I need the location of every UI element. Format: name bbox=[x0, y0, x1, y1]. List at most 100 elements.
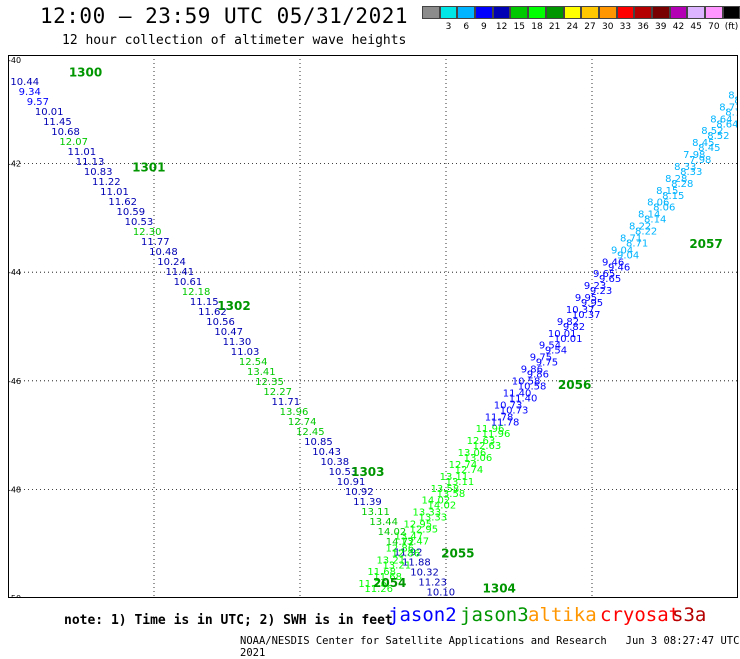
wave-height-label: 13.33 bbox=[413, 508, 442, 519]
wave-height-label: 9.23 bbox=[590, 286, 612, 297]
wave-height-label: 8.15 bbox=[662, 191, 684, 202]
wave-height-label: 11.40 bbox=[509, 393, 538, 404]
wave-height-label: 13.96 bbox=[280, 407, 309, 418]
pass-number-label: 1303 bbox=[351, 465, 384, 479]
scale-label: 24 bbox=[566, 22, 579, 32]
wave-height-label: 8.71 bbox=[719, 102, 738, 113]
wave-height-label: 11.03 bbox=[231, 347, 260, 358]
wave-height-label: 11.68 bbox=[373, 572, 402, 583]
wave-height-label: 8.28 bbox=[665, 174, 687, 185]
scale-swatch bbox=[563, 6, 582, 19]
wave-height-label: 13.21 bbox=[376, 555, 405, 566]
wave-height-label: 10.56 bbox=[206, 317, 235, 328]
wave-height-label: 9.34 bbox=[19, 87, 41, 98]
wave-height-label: 11.39 bbox=[353, 497, 382, 508]
wave-height-label: 13.11 bbox=[440, 472, 469, 483]
scale-swatch bbox=[651, 6, 670, 19]
scale-label: 12 bbox=[495, 22, 508, 32]
scale-swatch bbox=[492, 6, 511, 19]
wave-height-label: 8.45 bbox=[692, 138, 714, 149]
wave-height-label: 13.47 bbox=[400, 536, 429, 547]
wave-height-label: 8.06 bbox=[653, 203, 675, 214]
wave-height-label: 10.58 bbox=[518, 382, 547, 393]
wave-height-label: 13.58 bbox=[431, 484, 460, 495]
wave-height-label: 13.11 bbox=[361, 507, 390, 518]
wave-height-label: 10.73 bbox=[500, 405, 529, 416]
scale-swatch bbox=[722, 6, 740, 19]
wave-height-label: 8.06 bbox=[647, 198, 669, 209]
wave-height-label: 8.64 bbox=[710, 114, 732, 125]
wave-height-label: 9.95 bbox=[581, 298, 603, 309]
wave-height-label: 12.95 bbox=[404, 520, 433, 531]
page-subtitle: 12 hour collection of altimeter wave hei… bbox=[62, 33, 407, 48]
scale-swatch bbox=[422, 6, 440, 19]
wave-height-label: 9.86 bbox=[521, 365, 543, 376]
wave-height-label: 12.95 bbox=[410, 525, 439, 536]
wave-height-label: 13.41 bbox=[247, 367, 276, 378]
wave-height-label: 12.63 bbox=[467, 436, 496, 447]
wave-height-label: 9.82 bbox=[563, 322, 585, 333]
wave-height-label: 11.23 bbox=[418, 577, 447, 588]
wave-height-label: 8.33 bbox=[674, 162, 696, 173]
wave-height-label: 11.96 bbox=[482, 429, 511, 440]
wave-height-label: 10.53 bbox=[329, 467, 358, 478]
scale-label: (ft) bbox=[724, 22, 739, 32]
wave-height-label: 12.30 bbox=[133, 227, 162, 238]
wave-height-label: 7.98 bbox=[689, 155, 711, 166]
pass-number-label: 2057 bbox=[689, 237, 722, 251]
scale-label: 3 bbox=[445, 22, 452, 32]
wave-height-label: 10.85 bbox=[304, 437, 333, 448]
wave-height-label: 12.35 bbox=[255, 377, 284, 388]
wave-height-label: 8.80 bbox=[734, 95, 738, 106]
wave-height-label: 11.26 bbox=[364, 584, 393, 595]
wave-height-label: 11.62 bbox=[198, 307, 227, 318]
pass-number-label: 1302 bbox=[217, 299, 250, 313]
wave-height-label: 12.74 bbox=[288, 417, 317, 428]
scale-swatch bbox=[634, 6, 652, 19]
wave-height-label: 8.71 bbox=[620, 233, 642, 244]
wave-height-label: 11.22 bbox=[92, 177, 121, 188]
wave-height-label: 8.71 bbox=[626, 238, 648, 249]
wave-height-label: 12.27 bbox=[263, 387, 292, 398]
wave-height-label: 9.95 bbox=[575, 293, 597, 304]
wave-height-label: 11.88 bbox=[402, 557, 431, 568]
scale-label: 9 bbox=[481, 22, 487, 32]
wave-height-label: 9.75 bbox=[536, 358, 558, 369]
wave-height-label: 11.41 bbox=[165, 267, 194, 278]
wave-height-label: 10.47 bbox=[214, 327, 243, 338]
wave-height-label: 8.64 bbox=[716, 119, 738, 130]
wave-height-label: 10.38 bbox=[320, 457, 349, 468]
wave-height-label: 8.14 bbox=[644, 215, 666, 226]
scale-swatch bbox=[669, 6, 688, 19]
wave-height-label: 11.01 bbox=[100, 187, 129, 198]
scale-swatch bbox=[687, 6, 705, 19]
wave-height-label: 10.43 bbox=[312, 447, 341, 458]
wave-height-label: 9.04 bbox=[611, 245, 633, 256]
wave-height-label: 11.68 bbox=[367, 567, 396, 578]
lat-tick-label: -46 bbox=[8, 377, 21, 386]
scale-swatch bbox=[581, 6, 599, 19]
wave-height-label: 13.11 bbox=[446, 477, 475, 488]
wave-height-label: 13.58 bbox=[437, 489, 466, 500]
wave-height-label: 11.78 bbox=[485, 412, 514, 423]
wave-height-label: 8.22 bbox=[635, 227, 657, 238]
wave-height-label: 9.46 bbox=[602, 257, 624, 268]
wave-height-label: 12.63 bbox=[473, 441, 502, 452]
wave-height-label: 10.68 bbox=[51, 127, 80, 138]
wave-height-label: 14.72 bbox=[386, 537, 415, 548]
wave-height-label: 14.02 bbox=[428, 501, 457, 512]
wave-height-label: 11.62 bbox=[108, 197, 137, 208]
scale-swatch bbox=[545, 6, 564, 19]
lat-tick-label: -44 bbox=[8, 268, 21, 277]
wave-height-label: 13.44 bbox=[369, 517, 398, 528]
wave-height-label: 14.02 bbox=[378, 527, 407, 538]
wave-height-label: 10.01 bbox=[35, 107, 64, 118]
wave-height-label: 10.37 bbox=[566, 305, 595, 316]
credit-text: NOAA/NESDIS Center for Satellite Applica… bbox=[240, 635, 607, 647]
wave-height-label: 11.45 bbox=[43, 117, 72, 128]
wave-height-label: 7.98 bbox=[683, 150, 705, 161]
wave-height-label: 10.37 bbox=[572, 310, 601, 321]
scale-label: 39 bbox=[655, 22, 667, 32]
wave-height-label: 9.65 bbox=[593, 269, 615, 280]
footer-credit: NOAA/NESDIS Center for Satellite Applica… bbox=[240, 635, 740, 659]
